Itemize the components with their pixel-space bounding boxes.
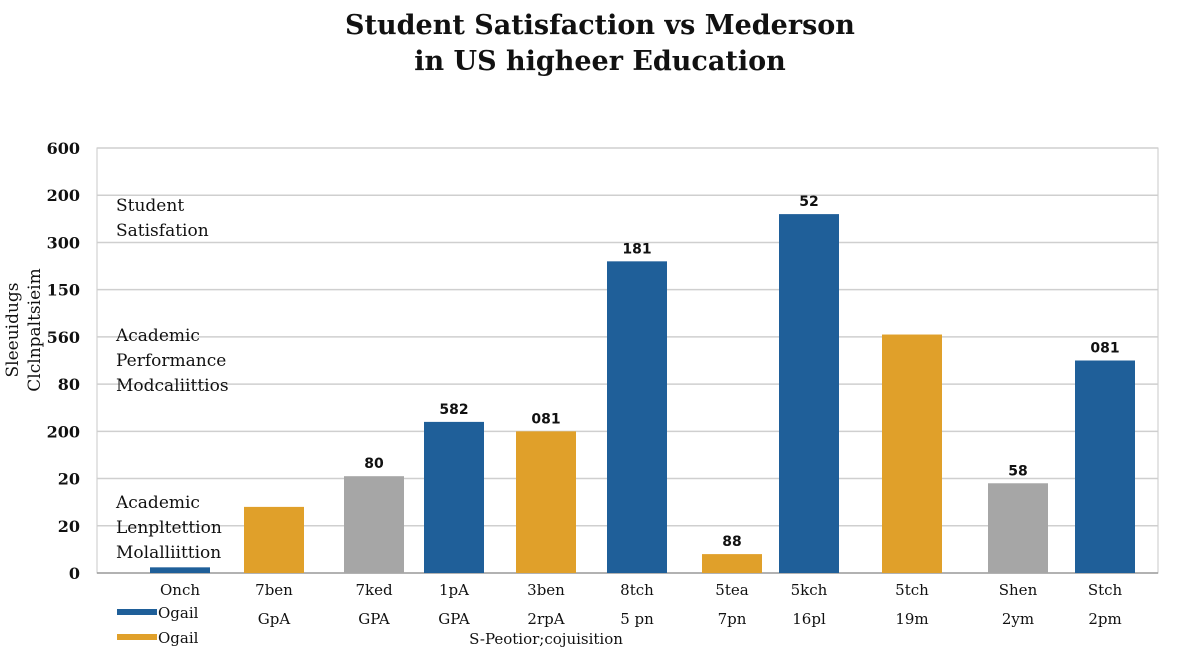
x-tick-label: 1pA xyxy=(439,581,469,599)
x-tick-sublabel: 16pl xyxy=(792,610,826,628)
y-axis-label-line: Sleeuidugs xyxy=(3,282,23,377)
bar xyxy=(1075,360,1135,573)
x-tick-sublabel: GPA xyxy=(438,610,470,628)
x-tick-label: Onch xyxy=(160,581,200,599)
data-label: 582 xyxy=(439,402,468,418)
x-tick-sublabel: 7pn xyxy=(718,610,747,628)
data-label: 181 xyxy=(622,241,651,257)
y-tick-label: 300 xyxy=(47,233,80,252)
bar xyxy=(244,506,304,573)
bar xyxy=(150,567,210,573)
y-axis-label-line: Clclnpaltsieim xyxy=(25,268,45,391)
chart-title: Student Satisfaction vs Mederson in US h… xyxy=(0,8,1200,80)
x-tick-label: 7ben xyxy=(255,581,293,599)
x-tick-sublabel: 19m xyxy=(895,610,928,628)
y-tick-label: 200 xyxy=(47,186,80,205)
x-tick-sublabel: 2rpA xyxy=(527,610,564,628)
chart-title-line-1: Student Satisfaction vs Mederson xyxy=(345,10,855,41)
x-tick-label: 5kch xyxy=(791,581,828,599)
x-axis-label: S-Peotior;cojuisition xyxy=(469,630,623,648)
x-tick-label: 3ben xyxy=(527,581,565,599)
x-tick-label: 7ked xyxy=(355,581,393,599)
x-tick-label: 5tch xyxy=(895,581,929,599)
x-tick-sublabel: GpA xyxy=(258,610,291,628)
x-tick-sublabel: 5 pn xyxy=(620,610,654,628)
y-axis-label: Sleeuidugs Clclnpaltsieim xyxy=(3,268,45,391)
legend-swatch xyxy=(117,634,157,640)
annotation-text: Academic xyxy=(115,326,200,346)
data-label: 88 xyxy=(722,534,741,550)
annotation-text: Lenpltettion xyxy=(116,518,222,538)
legend-label: Ogail xyxy=(158,604,199,622)
bar xyxy=(779,214,839,573)
y-tick-label: 150 xyxy=(47,281,80,300)
chart-title-line-2: in US higheer Education xyxy=(414,46,786,77)
x-tick-label: Stch xyxy=(1088,581,1123,599)
bar xyxy=(344,476,404,573)
y-tick-label: 200 xyxy=(47,422,80,441)
annotation-text: Performance xyxy=(116,351,226,371)
y-tick-label: 20 xyxy=(58,517,80,536)
legend-swatch xyxy=(117,609,157,615)
data-label: 081 xyxy=(531,411,560,427)
y-tick-label: 600 xyxy=(47,139,80,158)
bar xyxy=(516,431,576,573)
x-tick-label: 5tea xyxy=(715,581,748,599)
x-tick-sublabel: 2ym xyxy=(1002,610,1034,628)
bar xyxy=(988,483,1048,573)
bar xyxy=(607,261,667,573)
annotation-text: Satisfation xyxy=(116,221,209,241)
bar xyxy=(424,421,484,573)
x-tick-sublabel: 2pm xyxy=(1088,610,1121,628)
y-tick-label: 560 xyxy=(47,328,80,347)
data-label: 081 xyxy=(1090,341,1119,357)
bar xyxy=(702,554,762,573)
x-tick-label: 8tch xyxy=(620,581,654,599)
data-label: 80 xyxy=(364,456,384,472)
legend-label: Ogail xyxy=(158,629,199,647)
annotation-text: Academic xyxy=(115,493,200,513)
annotation-text: Modcaliittios xyxy=(116,376,229,396)
y-tick-label: 0 xyxy=(69,564,80,583)
data-label: 58 xyxy=(1008,463,1027,479)
annotation-text: Student xyxy=(116,196,184,216)
bar xyxy=(882,334,942,573)
y-tick-label: 20 xyxy=(58,470,80,489)
x-tick-label: Shen xyxy=(999,581,1038,599)
data-label: 52 xyxy=(799,194,818,210)
x-tick-sublabel: GPA xyxy=(358,610,390,628)
y-tick-label: 80 xyxy=(58,375,80,394)
annotation-text: Molalliittion xyxy=(116,543,221,563)
